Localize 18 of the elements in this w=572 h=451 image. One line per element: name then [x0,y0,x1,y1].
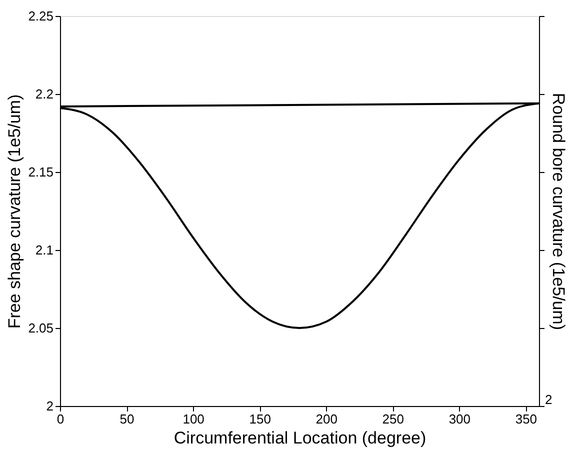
x-tick-label: 350 [515,412,538,426]
y-tick-label: 2.25 [28,8,54,24]
y2-axis-title: Round bore curvature (1e5/um) [549,92,568,330]
y-axis-title: Free shape curvature (1e5/um) [5,94,24,329]
x-axis-title: Circumferential Location (degree) [174,428,426,448]
y-tick-label: 2.05 [28,320,54,336]
x-tick-label: 100 [182,412,204,426]
y-tick-label: 2.2 [35,86,54,102]
y-tick-label: 2.1 [35,242,54,258]
x-tick-label: 0 [56,412,64,426]
x-tick-label: 50 [120,412,134,426]
x-tick-label: 300 [448,412,471,426]
y-tick-label: 2 [46,398,54,414]
x-tick-label: 250 [382,412,404,426]
text: 2 [545,392,552,407]
y-tick-label: 2.15 [28,164,54,180]
x-tick-label: 150 [249,412,271,426]
x-tick-label: 200 [316,412,338,426]
